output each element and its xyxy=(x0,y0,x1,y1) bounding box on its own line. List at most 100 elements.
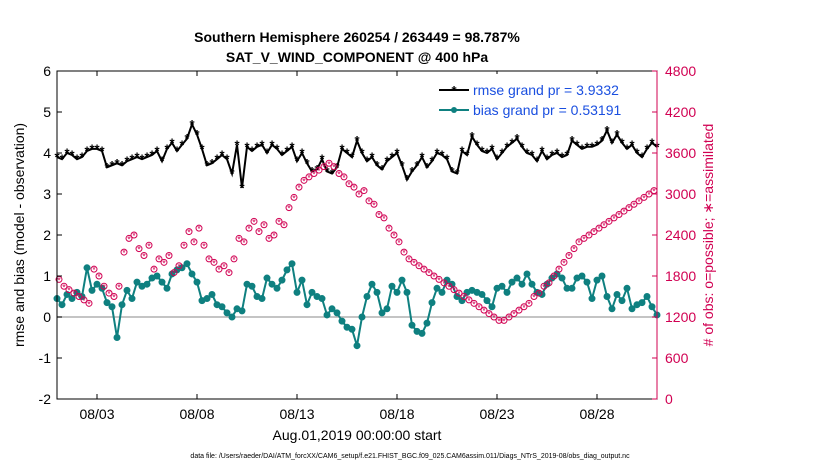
bias-point xyxy=(618,297,626,305)
y-tick-label-right: 1800 xyxy=(665,268,696,284)
obs-possible-point xyxy=(560,258,568,266)
rmse-point: * xyxy=(234,137,240,152)
obs-assimilated-point: * xyxy=(282,221,286,231)
rmse-point: * xyxy=(619,135,625,150)
bias-point xyxy=(298,276,306,284)
bias-point xyxy=(453,293,461,300)
rmse-point: * xyxy=(244,139,250,154)
obs-assimilated-point: * xyxy=(87,299,91,309)
obs-possible-point xyxy=(480,306,488,314)
rmse-point: * xyxy=(159,154,165,169)
bias-point xyxy=(438,288,446,296)
obs-assimilated-point: * xyxy=(197,224,201,234)
obs-possible-point xyxy=(515,306,523,314)
bias-point xyxy=(428,299,436,307)
rmse-point: * xyxy=(254,139,260,154)
obs-possible-point xyxy=(550,272,558,280)
bias-point xyxy=(103,299,111,307)
y-tick-label-right: 1200 xyxy=(665,309,696,325)
bias-point xyxy=(368,280,376,288)
rmse-point: * xyxy=(269,137,275,152)
rmse-point: * xyxy=(229,166,235,181)
rmse-point: * xyxy=(179,137,185,152)
obs-possible-point xyxy=(75,293,83,300)
rmse-point: * xyxy=(69,148,75,163)
rmse-point: * xyxy=(324,164,330,179)
obs-assimilated-point: * xyxy=(437,275,441,285)
obs-assimilated-point: * xyxy=(67,286,71,296)
bias-point xyxy=(403,288,411,296)
bias-point xyxy=(353,342,361,350)
obs-possible-point xyxy=(300,176,308,184)
obs-assimilated-point: * xyxy=(252,217,256,227)
obs-possible-point xyxy=(615,211,623,218)
obs-assimilated-point: * xyxy=(117,282,121,292)
obs-possible-point xyxy=(360,187,368,195)
rmse-point: * xyxy=(609,135,615,150)
obs-possible-point xyxy=(475,303,483,311)
rmse-point: * xyxy=(109,158,115,173)
bias-point xyxy=(158,278,166,286)
obs-possible-point xyxy=(585,231,593,239)
obs-possible-point xyxy=(505,313,513,321)
obs-assimilated-point: * xyxy=(582,234,586,244)
bias-point xyxy=(363,293,371,300)
obs-assimilated-point: * xyxy=(82,296,86,306)
y-tick-label-left: 6 xyxy=(43,63,51,79)
bias-point xyxy=(518,280,526,288)
rmse-point: * xyxy=(599,133,605,148)
obs-assimilated-point: * xyxy=(422,265,426,275)
bias-point xyxy=(88,286,96,294)
y-tick-label-left: 0 xyxy=(43,309,51,325)
rmse-point: * xyxy=(414,158,420,173)
obs-possible-point xyxy=(145,241,153,249)
obs-assimilated-point: * xyxy=(397,238,401,248)
obs-assimilated-point: * xyxy=(127,234,131,244)
obs-assimilated-point: * xyxy=(492,313,496,323)
rmse-point: * xyxy=(304,156,310,171)
chart-title-line2: SAT_V_WIND_COMPONENT @ 400 hPa xyxy=(226,49,489,65)
bias-point xyxy=(378,309,386,317)
obs-assimilated-point: * xyxy=(387,224,391,234)
bias-point xyxy=(333,309,341,317)
rmse-point: * xyxy=(259,137,265,152)
obs-possible-point xyxy=(390,231,398,239)
obs-possible-point xyxy=(310,170,318,177)
rmse-point: * xyxy=(464,148,470,163)
obs-possible-point xyxy=(170,269,178,277)
obs-possible-point xyxy=(445,282,453,290)
chart-title-line1: Southern Hemisphere 260254 / 263449 = 98… xyxy=(194,29,520,45)
rmse-point: * xyxy=(434,146,440,161)
bias-point xyxy=(508,278,516,286)
bias-point xyxy=(288,260,296,268)
obs-assimilated-point: * xyxy=(317,166,321,176)
bias-point xyxy=(203,295,211,303)
obs-assimilated-point: * xyxy=(232,255,236,265)
bias-point xyxy=(228,313,236,321)
rmse-point: * xyxy=(629,137,635,152)
obs-possible-point xyxy=(635,197,643,205)
obs-possible-point xyxy=(230,255,238,263)
rmse-point: * xyxy=(279,148,285,163)
bias-point xyxy=(248,282,256,290)
rmse-point: * xyxy=(539,143,545,158)
obs-possible-point xyxy=(160,258,168,266)
rmse-point: * xyxy=(509,135,515,150)
obs-assimilated-point: * xyxy=(632,200,636,210)
obs-assimilated-point: * xyxy=(502,316,506,326)
rmse-point: * xyxy=(359,146,365,161)
rmse-point: * xyxy=(504,139,510,154)
obs-assimilated-point: * xyxy=(467,296,471,306)
rmse-point: * xyxy=(584,139,590,154)
obs-assimilated-point: * xyxy=(537,289,541,299)
obs-assimilated-point: * xyxy=(477,303,481,313)
rmse-point: * xyxy=(204,158,210,173)
obs-possible-point xyxy=(545,279,553,287)
obs-assimilated-point: * xyxy=(627,204,631,214)
obs-possible-point xyxy=(280,221,288,229)
obs-possible-point xyxy=(590,228,598,236)
obs-assimilated-point: * xyxy=(622,207,626,217)
bias-point xyxy=(383,305,391,313)
obs-assimilated-point: * xyxy=(497,316,501,326)
